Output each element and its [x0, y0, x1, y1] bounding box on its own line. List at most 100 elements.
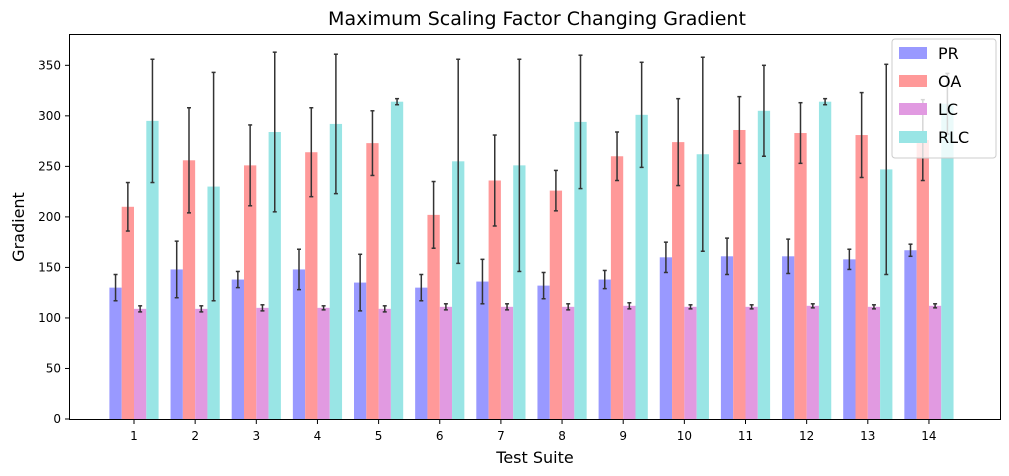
x-tick-label: 7	[497, 429, 505, 443]
bar-pr-1	[109, 287, 122, 419]
error-bar-pr-12	[786, 238, 791, 275]
x-tick-label: 14	[921, 429, 936, 443]
y-tick-label: 100	[38, 311, 61, 325]
error-bar-pr-2	[174, 240, 179, 299]
bar-oa-1	[121, 206, 134, 419]
bar-rlc-2	[207, 186, 220, 419]
legend: PR OA LC RLC	[891, 38, 997, 159]
error-bar-lc-4	[321, 305, 326, 311]
bar-lc-9	[623, 305, 636, 419]
bar-pr-12	[782, 256, 795, 419]
legend-swatch-rlc	[899, 131, 927, 143]
bar-oa-7	[488, 180, 501, 419]
error-bar-pr-1	[113, 273, 118, 302]
x-tick-label: 6	[436, 429, 444, 443]
bar-pr-13	[843, 259, 856, 419]
error-bar-lc-12	[810, 303, 815, 309]
bar-pr-2	[170, 269, 183, 419]
bar-pr-4	[292, 269, 306, 419]
plot-frame	[69, 34, 1001, 420]
error-bar-lc-7	[505, 303, 510, 311]
y-tick-label: 50	[46, 361, 61, 375]
bar-oa-8	[549, 190, 563, 419]
y-tick-label: 200	[38, 210, 61, 224]
x-axis: 1 2 3 4 5 6 7 8 9 10 11 12 13 14	[130, 419, 937, 443]
bar-rlc-14	[941, 103, 954, 419]
error-bar-rlc-9	[639, 61, 644, 169]
x-tick-label: 4	[314, 429, 322, 443]
bar-pr-8	[537, 285, 550, 419]
legend-label-rlc: RLC	[938, 128, 969, 147]
x-tick-label: 13	[860, 429, 875, 443]
bar-lc-2	[195, 308, 208, 419]
bar-rlc-4	[329, 123, 343, 419]
chart-title: Maximum Scaling Factor Changing Gradient	[328, 8, 746, 30]
bar-rlc-5	[390, 101, 404, 420]
error-bar-lc-6	[443, 303, 448, 311]
bar-lc-5	[378, 308, 391, 419]
bar-rlc-1	[146, 120, 159, 419]
bar-rlc-11	[757, 110, 771, 419]
x-tick-label: 12	[799, 429, 814, 443]
x-axis-label: Test Suite	[495, 448, 573, 467]
error-bar-oa-10	[676, 97, 681, 187]
bar-oa-14	[916, 140, 929, 420]
bar-lc-13	[867, 306, 881, 419]
bar-pr-3	[231, 279, 244, 419]
error-bar-rlc-11	[761, 64, 766, 158]
x-tick-label: 3	[252, 429, 260, 443]
error-bar-oa-6	[431, 180, 436, 249]
bar-oa-5	[366, 143, 379, 419]
error-bar-oa-8	[553, 169, 558, 212]
error-bar-pr-13	[847, 248, 852, 271]
bar-rlc-7	[513, 165, 526, 419]
bar-rlc-10	[696, 154, 709, 419]
x-tick-label: 10	[677, 429, 692, 443]
error-bar-rlc-3	[272, 51, 277, 213]
bar-lc-8	[562, 306, 575, 419]
error-bar-lc-13	[871, 304, 876, 310]
error-bar-lc-5	[382, 305, 387, 313]
bar-rlc-8	[574, 121, 587, 419]
x-tick-label: 5	[375, 429, 383, 443]
error-bar-lc-14	[933, 303, 938, 309]
error-bar-rlc-8	[578, 54, 583, 190]
bar-oa-3	[244, 165, 257, 419]
legend-label-pr: PR	[938, 44, 959, 63]
x-tick-label: 11	[738, 429, 753, 443]
bar-lc-7	[500, 306, 514, 419]
bar-rlc-12	[818, 101, 832, 420]
error-bar-pr-11	[725, 237, 730, 276]
legend-swatch-pr	[899, 47, 927, 59]
error-bar-pr-5	[358, 253, 363, 312]
error-bar-pr-8	[541, 271, 546, 300]
error-bar-rlc-4	[333, 53, 338, 195]
error-bar-pr-9	[602, 269, 607, 290]
error-bar-lc-8	[566, 303, 571, 311]
bar-pr-6	[415, 287, 428, 419]
y-tick-label: 300	[38, 109, 61, 123]
bar-pr-11	[720, 256, 734, 419]
error-bar-rlc-7	[517, 58, 522, 273]
error-bar-oa-2	[187, 107, 191, 214]
error-bar-rlc-12	[823, 97, 828, 106]
bar-lc-6	[439, 306, 453, 419]
error-bar-pr-10	[663, 241, 668, 274]
x-tick-label: 2	[191, 429, 199, 443]
bars-layer	[109, 101, 954, 420]
bar-rlc-13	[880, 169, 893, 419]
bar-oa-10	[672, 142, 685, 419]
error-bar-oa-7	[492, 134, 497, 227]
error-bar-oa-1	[125, 181, 130, 232]
error-bar-pr-7	[480, 258, 485, 305]
bar-lc-4	[317, 307, 330, 419]
error-bar-oa-3	[248, 124, 253, 207]
bar-lc-12	[806, 305, 819, 419]
legend-label-lc: LC	[938, 100, 958, 119]
bar-pr-5	[354, 282, 367, 419]
bar-oa-9	[610, 156, 624, 419]
bar-oa-2	[182, 160, 196, 419]
error-bar-oa-5	[370, 110, 375, 177]
bar-pr-10	[659, 257, 673, 419]
bar-oa-13	[855, 135, 868, 419]
